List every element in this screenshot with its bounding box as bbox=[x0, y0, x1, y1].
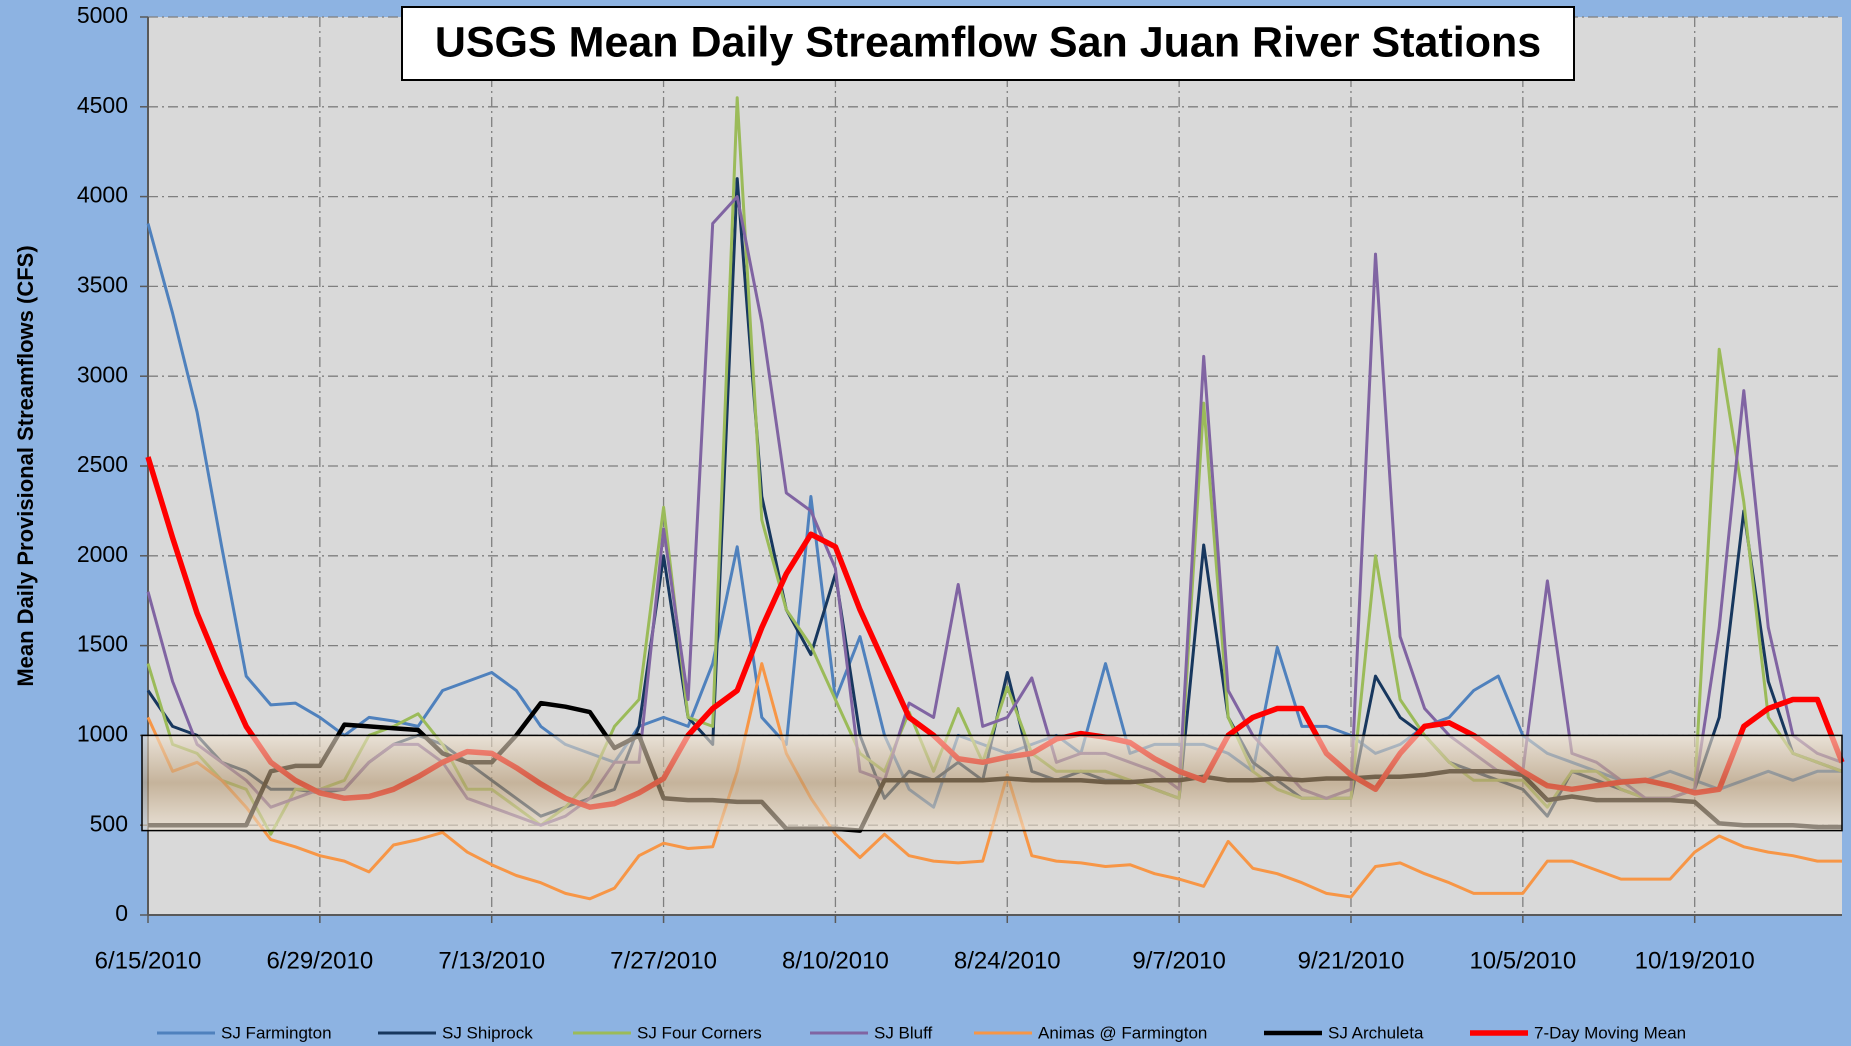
y-tick-label: 0 bbox=[115, 900, 128, 926]
x-tick-label: 8/10/2010 bbox=[782, 947, 889, 974]
y-tick-label: 4500 bbox=[77, 92, 128, 118]
y-tick-label: 3000 bbox=[77, 361, 128, 387]
y-tick-label: 2000 bbox=[77, 541, 128, 567]
y-tick-label: 5000 bbox=[77, 2, 128, 28]
y-tick-label: 2500 bbox=[77, 451, 128, 477]
legend-label: Animas @ Farmington bbox=[1038, 1023, 1207, 1042]
y-tick-label: 500 bbox=[90, 810, 128, 836]
legend-label: SJ Bluff bbox=[874, 1023, 933, 1042]
y-axis-label: Mean Daily Provisional Streamflows (CFS) bbox=[13, 245, 38, 686]
x-tick-label: 6/29/2010 bbox=[266, 947, 373, 974]
x-tick-label: 7/13/2010 bbox=[438, 947, 545, 974]
y-tick-label: 3500 bbox=[77, 271, 128, 297]
legend-label: SJ Shiprock bbox=[442, 1023, 533, 1042]
title-box bbox=[401, 6, 1575, 81]
x-tick-label: 6/15/2010 bbox=[95, 947, 202, 974]
x-tick-label: 9/21/2010 bbox=[1298, 947, 1405, 974]
x-tick-label: 7/27/2010 bbox=[610, 947, 717, 974]
highlight-band bbox=[141, 734, 1843, 832]
x-tick-label: 10/5/2010 bbox=[1469, 947, 1576, 974]
legend-label: SJ Archuleta bbox=[1328, 1023, 1424, 1042]
x-tick-label: 10/19/2010 bbox=[1635, 947, 1755, 974]
chart-title: USGS Mean Daily Streamflow San Juan Rive… bbox=[435, 18, 1541, 66]
x-tick-label: 9/7/2010 bbox=[1132, 947, 1225, 974]
legend-label: SJ Four Corners bbox=[637, 1023, 762, 1042]
y-tick-label: 1000 bbox=[77, 720, 128, 746]
legend-label: 7-Day Moving Mean bbox=[1534, 1023, 1686, 1042]
y-tick-label: 4000 bbox=[77, 182, 128, 208]
legend-label: SJ Farmington bbox=[221, 1023, 332, 1042]
y-tick-label: 1500 bbox=[77, 631, 128, 657]
x-tick-label: 8/24/2010 bbox=[954, 947, 1061, 974]
